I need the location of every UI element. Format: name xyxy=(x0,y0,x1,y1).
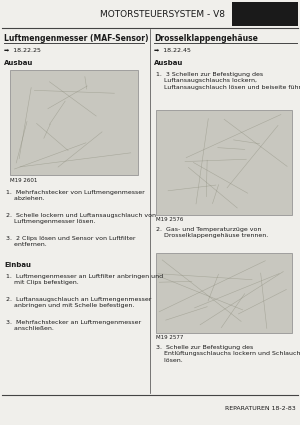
Bar xyxy=(10,70,138,175)
Text: 2.  Gas- und Temperaturzüge von
    Drosselklappengehäuse trennen.: 2. Gas- und Temperaturzüge von Drosselkl… xyxy=(156,227,268,238)
Text: M19 2577: M19 2577 xyxy=(156,335,183,340)
Text: Luftmengenmesser (MAF-Sensor): Luftmengenmesser (MAF-Sensor) xyxy=(4,34,148,43)
Text: M19 2601: M19 2601 xyxy=(10,178,38,183)
Text: Drosselklappengehäuse: Drosselklappengehäuse xyxy=(154,34,258,43)
Text: REPARATUREN 18-2-83: REPARATUREN 18-2-83 xyxy=(225,405,296,411)
Text: 1.  Luftmengenmesser an Luftfilter anbringen und
    mit Clips befestigen.: 1. Luftmengenmesser an Luftfilter anbrin… xyxy=(6,274,163,286)
Text: 2.  Schelle lockern und Luftansaugschlauch von
    Luftmengenmesser lösen.: 2. Schelle lockern und Luftansaugschlauc… xyxy=(6,213,156,224)
Text: Ausbau: Ausbau xyxy=(154,60,183,66)
Text: 1.  Mehrfachstecker von Luftmengenmesser
    abziehen.: 1. Mehrfachstecker von Luftmengenmesser … xyxy=(6,190,145,201)
Text: Ausbau: Ausbau xyxy=(4,60,33,66)
Text: 3.  Mehrfachstecker an Luftmengenmesser
    anschließen.: 3. Mehrfachstecker an Luftmengenmesser a… xyxy=(6,320,141,332)
Text: MOTORSTEUERSYSTEM - V8: MOTORSTEUERSYSTEM - V8 xyxy=(100,9,225,19)
Bar xyxy=(156,110,292,215)
Text: M19 2576: M19 2576 xyxy=(156,217,183,222)
Text: 3.  2 Clips lösen und Sensor von Luftfilter
    entfernen.: 3. 2 Clips lösen und Sensor von Luftfilt… xyxy=(6,236,136,247)
Text: Einbau: Einbau xyxy=(4,262,31,268)
Bar xyxy=(156,253,292,333)
Bar xyxy=(232,2,298,26)
Text: ➡  18.22.25: ➡ 18.22.25 xyxy=(4,48,41,53)
Text: 2.  Luftansaugschlauch an Luftmengenmesser
    anbringen und mit Schelle befesti: 2. Luftansaugschlauch an Luftmengenmesse… xyxy=(6,297,152,309)
Text: 3.  Schelle zur Befestigung des
    Entlüftungsschlauchs lockern und Schlauch
  : 3. Schelle zur Befestigung des Entlüftun… xyxy=(156,345,300,363)
Text: 1.  3 Schellen zur Befestigung des
    Luftansaugschlauchs lockern,
    Luftansa: 1. 3 Schellen zur Befestigung des Luftan… xyxy=(156,72,300,90)
Text: ➡  18.22.45: ➡ 18.22.45 xyxy=(154,48,191,53)
